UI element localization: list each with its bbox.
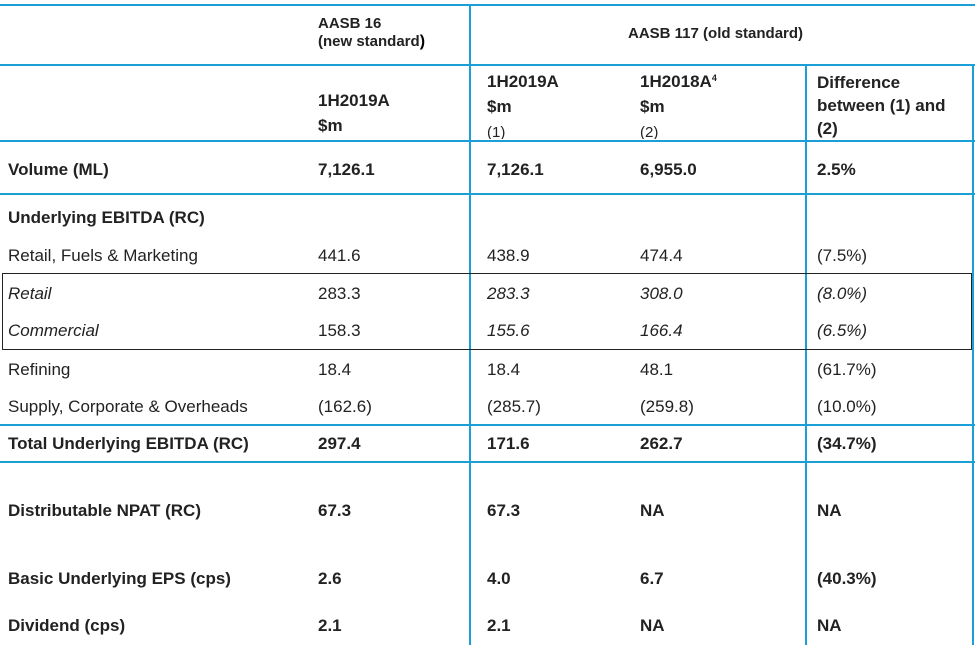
- row-npat-diff: NA: [817, 501, 842, 520]
- col3-footnote-marker: 4: [711, 73, 717, 83]
- row-total-ebitda-label: Total Underlying EBITDA (RC): [8, 434, 249, 453]
- row-total-ebitda-diff: (34.7%): [817, 434, 877, 453]
- rule-col-split-2: [805, 64, 807, 645]
- col3-ref-clip: (2): [640, 120, 700, 139]
- retail-commercial-box: [2, 273, 972, 350]
- row-refining-1h2018: 48.1: [640, 360, 674, 379]
- rule-right-edge: [972, 64, 974, 645]
- row-npat-aasb16: 67.3: [318, 501, 352, 520]
- row-rfm-diff: (7.5%): [817, 246, 868, 265]
- row-commercial-diff: (6.5%): [817, 321, 868, 340]
- rule-total-top: [0, 424, 975, 426]
- row-refining-label: Refining: [8, 360, 71, 379]
- row-ebitda-heading-label: Underlying EBITDA (RC): [8, 208, 205, 227]
- row-rfm-1h2018: 474.4: [640, 246, 683, 265]
- rule-header-bottom: [0, 140, 975, 142]
- rule-col-split-1: [469, 4, 471, 645]
- col2-unit: $m: [487, 97, 512, 116]
- col2-period: 1H2019A: [487, 72, 559, 91]
- col4-heading-line2: between (1) and: [817, 96, 946, 115]
- row-eps-1h2018: 6.7: [640, 569, 664, 588]
- row-retail-label: Retail: [8, 284, 52, 303]
- col4-heading-line3: (2): [817, 119, 838, 138]
- row-dividend-1h2018: NA: [640, 616, 665, 635]
- rule-top: [0, 4, 975, 6]
- header-aasb16-subtitle: (new standard): [318, 33, 426, 50]
- col1-period: 1H2019A: [318, 91, 390, 110]
- row-supply-label: Supply, Corporate & Overheads: [8, 397, 248, 416]
- col1-unit: $m: [318, 116, 343, 135]
- col3-period: 1H2018A4: [640, 72, 717, 91]
- row-rfm-1h2019: 438.9: [487, 246, 530, 265]
- row-refining-diff: (61.7%): [817, 360, 877, 379]
- row-total-ebitda-aasb16: 297.4: [318, 434, 361, 453]
- row-rfm-label: Retail, Fuels & Marketing: [8, 246, 198, 265]
- row-total-ebitda-1h2018: 262.7: [640, 434, 683, 453]
- col3-unit: $m: [640, 97, 665, 116]
- rule-total-bottom: [0, 461, 975, 463]
- rule-volume-bottom: [0, 193, 975, 195]
- row-supply-1h2019: (285.7): [487, 397, 541, 416]
- row-retail-1h2019: 283.3: [487, 284, 530, 303]
- row-npat-1h2018: NA: [640, 501, 665, 520]
- row-commercial-label: Commercial: [8, 321, 99, 340]
- row-retail-1h2018: 308.0: [640, 284, 683, 303]
- row-retail-diff: (8.0%): [817, 284, 868, 303]
- row-volume-aasb16: 7,126.1: [318, 160, 375, 179]
- row-rfm-aasb16: 441.6: [318, 246, 361, 265]
- row-total-ebitda-1h2019: 171.6: [487, 434, 530, 453]
- row-commercial-1h2018: 166.4: [640, 321, 683, 340]
- row-supply-aasb16: (162.6): [318, 397, 372, 416]
- col3-ref: (2): [640, 124, 659, 139]
- row-eps-1h2019: 4.0: [487, 569, 511, 588]
- row-commercial-1h2019: 155.6: [487, 321, 530, 340]
- row-dividend-diff: NA: [817, 616, 842, 635]
- row-supply-1h2018: (259.8): [640, 397, 694, 416]
- rule-header-split: [0, 64, 975, 66]
- row-refining-1h2019: 18.4: [487, 360, 521, 379]
- header-aasb117-title: AASB 117 (old standard): [628, 25, 804, 42]
- row-supply-diff: (10.0%): [817, 397, 877, 416]
- row-dividend-1h2019: 2.1: [487, 616, 511, 635]
- row-volume-diff: 2.5%: [817, 160, 856, 179]
- row-refining-aasb16: 18.4: [318, 360, 352, 379]
- row-eps-label: Basic Underlying EPS (cps): [8, 569, 231, 588]
- row-commercial-aasb16: 158.3: [318, 321, 361, 340]
- col2-ref: (1): [487, 124, 506, 139]
- row-npat-label: Distributable NPAT (RC): [8, 501, 201, 520]
- row-dividend-label: Dividend (cps): [8, 616, 126, 635]
- row-eps-diff: (40.3%): [817, 569, 877, 588]
- row-retail-aasb16: 283.3: [318, 284, 361, 303]
- row-volume-1h2019: 7,126.1: [487, 160, 544, 179]
- row-dividend-aasb16: 2.1: [318, 616, 342, 635]
- row-npat-1h2019: 67.3: [487, 501, 521, 520]
- row-eps-aasb16: 2.6: [318, 569, 342, 588]
- col2-ref-clip: (1): [487, 120, 547, 139]
- row-volume-label: Volume (ML): [8, 160, 109, 179]
- col4-heading-line1: Difference: [817, 73, 901, 92]
- header-aasb16-title: AASB 16: [318, 15, 382, 32]
- row-volume-1h2018: 6,955.0: [640, 160, 697, 179]
